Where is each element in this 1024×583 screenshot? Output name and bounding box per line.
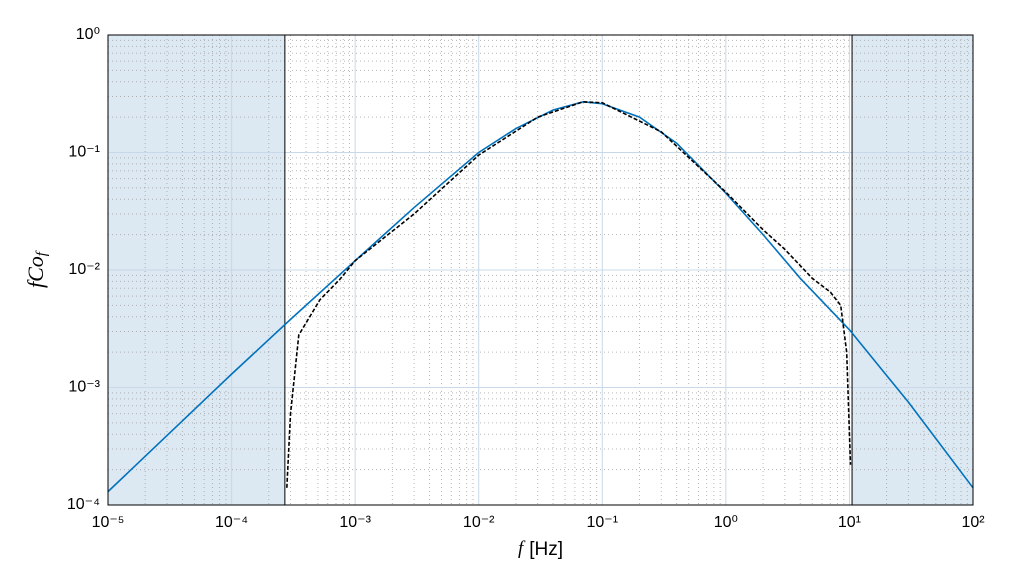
x-tick-label: 10⁻³ (339, 514, 371, 531)
x-axis-label-main: f (518, 538, 526, 559)
y-tick-label: 10⁻³ (68, 379, 100, 396)
x-axis-label: f [Hz] (518, 538, 563, 560)
x-tick-label: 10¹ (838, 514, 861, 531)
y-tick-label: 10⁻² (68, 261, 100, 278)
y-axis-label: fCof (23, 250, 50, 288)
x-tick-label: 10⁰ (714, 514, 738, 531)
y-tick-label: 10⁻⁴ (67, 496, 100, 513)
y-tick-label: 10⁻¹ (68, 144, 100, 161)
x-tick-label: 10⁻⁵ (92, 514, 125, 531)
x-tick-label: 10² (961, 514, 985, 531)
y-axis-label-main: fCo (23, 256, 48, 288)
y-tick-label: 10⁰ (76, 26, 100, 43)
x-tick-label: 10⁻¹ (586, 514, 618, 531)
series-line (286, 101, 852, 488)
y-axis-label-sub: f (34, 250, 50, 256)
x-tick-label: 10⁻⁴ (215, 514, 248, 531)
x-tick-label: 10⁻² (463, 514, 495, 531)
plot-frame (107, 34, 974, 506)
x-axis-label-unit: [Hz] (529, 539, 563, 560)
series-line (107, 100, 974, 493)
